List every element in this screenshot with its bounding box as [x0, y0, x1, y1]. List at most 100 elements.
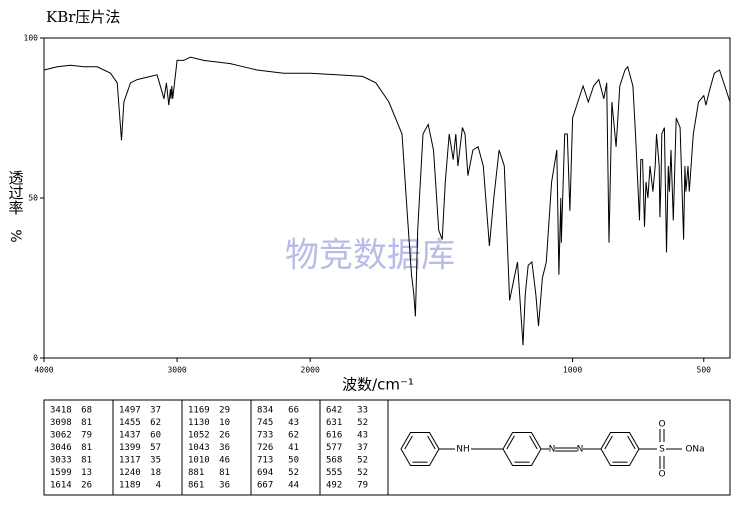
peak-transmittance: 68: [81, 406, 92, 416]
peak-transmittance: 81: [81, 443, 92, 453]
x-tick-label: 1000: [563, 366, 582, 375]
peak-transmittance: 52: [357, 456, 368, 466]
x-axis-label: 波数/cm⁻¹: [342, 376, 414, 394]
x-tick-label: 500: [697, 366, 712, 375]
peak-transmittance: 57: [150, 443, 161, 453]
atom-label: O: [658, 470, 665, 480]
peak-transmittance: 37: [150, 406, 161, 416]
peak-transmittance: 36: [219, 443, 230, 453]
peak-wavenumber: 694: [257, 468, 273, 478]
peak-transmittance: 60: [150, 431, 161, 441]
peak-transmittance: 26: [81, 481, 92, 491]
peak-wavenumber: 3062: [50, 431, 72, 441]
peak-wavenumber: 1052: [188, 431, 210, 441]
peak-transmittance: 52: [357, 468, 368, 478]
peak-wavenumber: 713: [257, 456, 273, 466]
peak-transmittance: 43: [357, 431, 368, 441]
peak-transmittance: 29: [219, 406, 230, 416]
peak-transmittance: 62: [150, 418, 161, 428]
peak-transmittance: 46: [219, 456, 230, 466]
peak-wavenumber: 492: [326, 481, 342, 491]
peak-wavenumber: 1189: [119, 481, 141, 491]
peak-wavenumber: 3033: [50, 456, 72, 466]
peak-wavenumber: 1599: [50, 468, 72, 478]
peak-transmittance: 52: [288, 468, 299, 478]
peak-wavenumber: 555: [326, 468, 342, 478]
benzene-ring: [400, 432, 440, 466]
peak-wavenumber: 631: [326, 418, 342, 428]
peak-transmittance: 79: [81, 431, 92, 441]
x-tick-label: 2000: [301, 366, 320, 375]
benzene-ring: [600, 432, 640, 466]
peak-transmittance: 43: [288, 418, 299, 428]
peak-wavenumber: 3046: [50, 443, 72, 453]
y-axis-unit: %: [7, 229, 23, 242]
peak-transmittance: 66: [288, 406, 299, 416]
peak-wavenumber: 726: [257, 443, 273, 453]
atom-label: O: [658, 420, 665, 430]
table-frame: [43, 399, 731, 496]
benzene-ring: [502, 432, 542, 466]
peak-wavenumber: 3418: [50, 406, 72, 416]
peak-transmittance: 81: [81, 456, 92, 466]
peak-wavenumber: 667: [257, 481, 273, 491]
peak-wavenumber: 1437: [119, 431, 141, 441]
peak-wavenumber: 1317: [119, 456, 141, 466]
peak-wavenumber: 1010: [188, 456, 210, 466]
peak-wavenumber: 1455: [119, 418, 141, 428]
atom-label: NH: [456, 445, 470, 455]
peak-transmittance: 81: [219, 468, 230, 478]
peak-wavenumber: 3098: [50, 418, 72, 428]
peak-transmittance: 37: [357, 443, 368, 453]
peak-transmittance: 36: [219, 481, 230, 491]
peak-transmittance: 33: [357, 406, 368, 416]
peak-transmittance: 13: [81, 468, 92, 478]
atom-label: S: [659, 445, 665, 455]
y-axis-label: 透过率: [7, 170, 25, 215]
chart-title: KBr压片法: [46, 8, 120, 26]
peak-transmittance: 35: [150, 456, 161, 466]
atom-label: ONa: [685, 445, 704, 455]
peak-transmittance: 81: [81, 418, 92, 428]
peak-wavenumber: 642: [326, 406, 342, 416]
peak-wavenumber: 1614: [50, 481, 72, 491]
peak-wavenumber: 733: [257, 431, 273, 441]
peak-wavenumber: 745: [257, 418, 273, 428]
peak-wavenumber: 568: [326, 456, 342, 466]
peak-wavenumber: 1240: [119, 468, 141, 478]
peak-transmittance: 79: [357, 481, 368, 491]
peak-transmittance: 10: [219, 418, 230, 428]
peak-wavenumber: 1399: [119, 443, 141, 453]
y-tick-label: 100: [24, 34, 39, 43]
peak-transmittance: 4: [156, 481, 161, 491]
x-tick-label: 4000: [34, 366, 53, 375]
peak-transmittance: 50: [288, 456, 299, 466]
peak-wavenumber: 881: [188, 468, 204, 478]
atom-label: N: [577, 445, 584, 455]
peak-transmittance: 18: [150, 468, 161, 478]
peak-transmittance: 41: [288, 443, 299, 453]
y-tick-label: 0: [33, 354, 38, 363]
peak-wavenumber: 577: [326, 443, 342, 453]
peak-transmittance: 44: [288, 481, 299, 491]
plot-frame: [43, 37, 731, 359]
peak-wavenumber: 1043: [188, 443, 210, 453]
ring-double-bond: [506, 435, 515, 450]
ring-double-bond: [404, 435, 413, 450]
atom-label: N: [549, 445, 556, 455]
peak-wavenumber: 861: [188, 481, 204, 491]
ring-double-bond: [627, 435, 636, 450]
peak-wavenumber: 1497: [119, 406, 141, 416]
peak-transmittance: 26: [219, 431, 230, 441]
x-tick-label: 3000: [167, 366, 186, 375]
watermark: 物竞数据库: [285, 236, 455, 276]
ring-double-bond: [427, 435, 436, 450]
peak-wavenumber: 1169: [188, 406, 210, 416]
peak-wavenumber: 616: [326, 431, 342, 441]
y-tick-label: 50: [28, 194, 38, 203]
peak-transmittance: 52: [357, 418, 368, 428]
peak-wavenumber: 1130: [188, 418, 210, 428]
ring-double-bond: [529, 435, 538, 450]
peak-transmittance: 62: [288, 431, 299, 441]
